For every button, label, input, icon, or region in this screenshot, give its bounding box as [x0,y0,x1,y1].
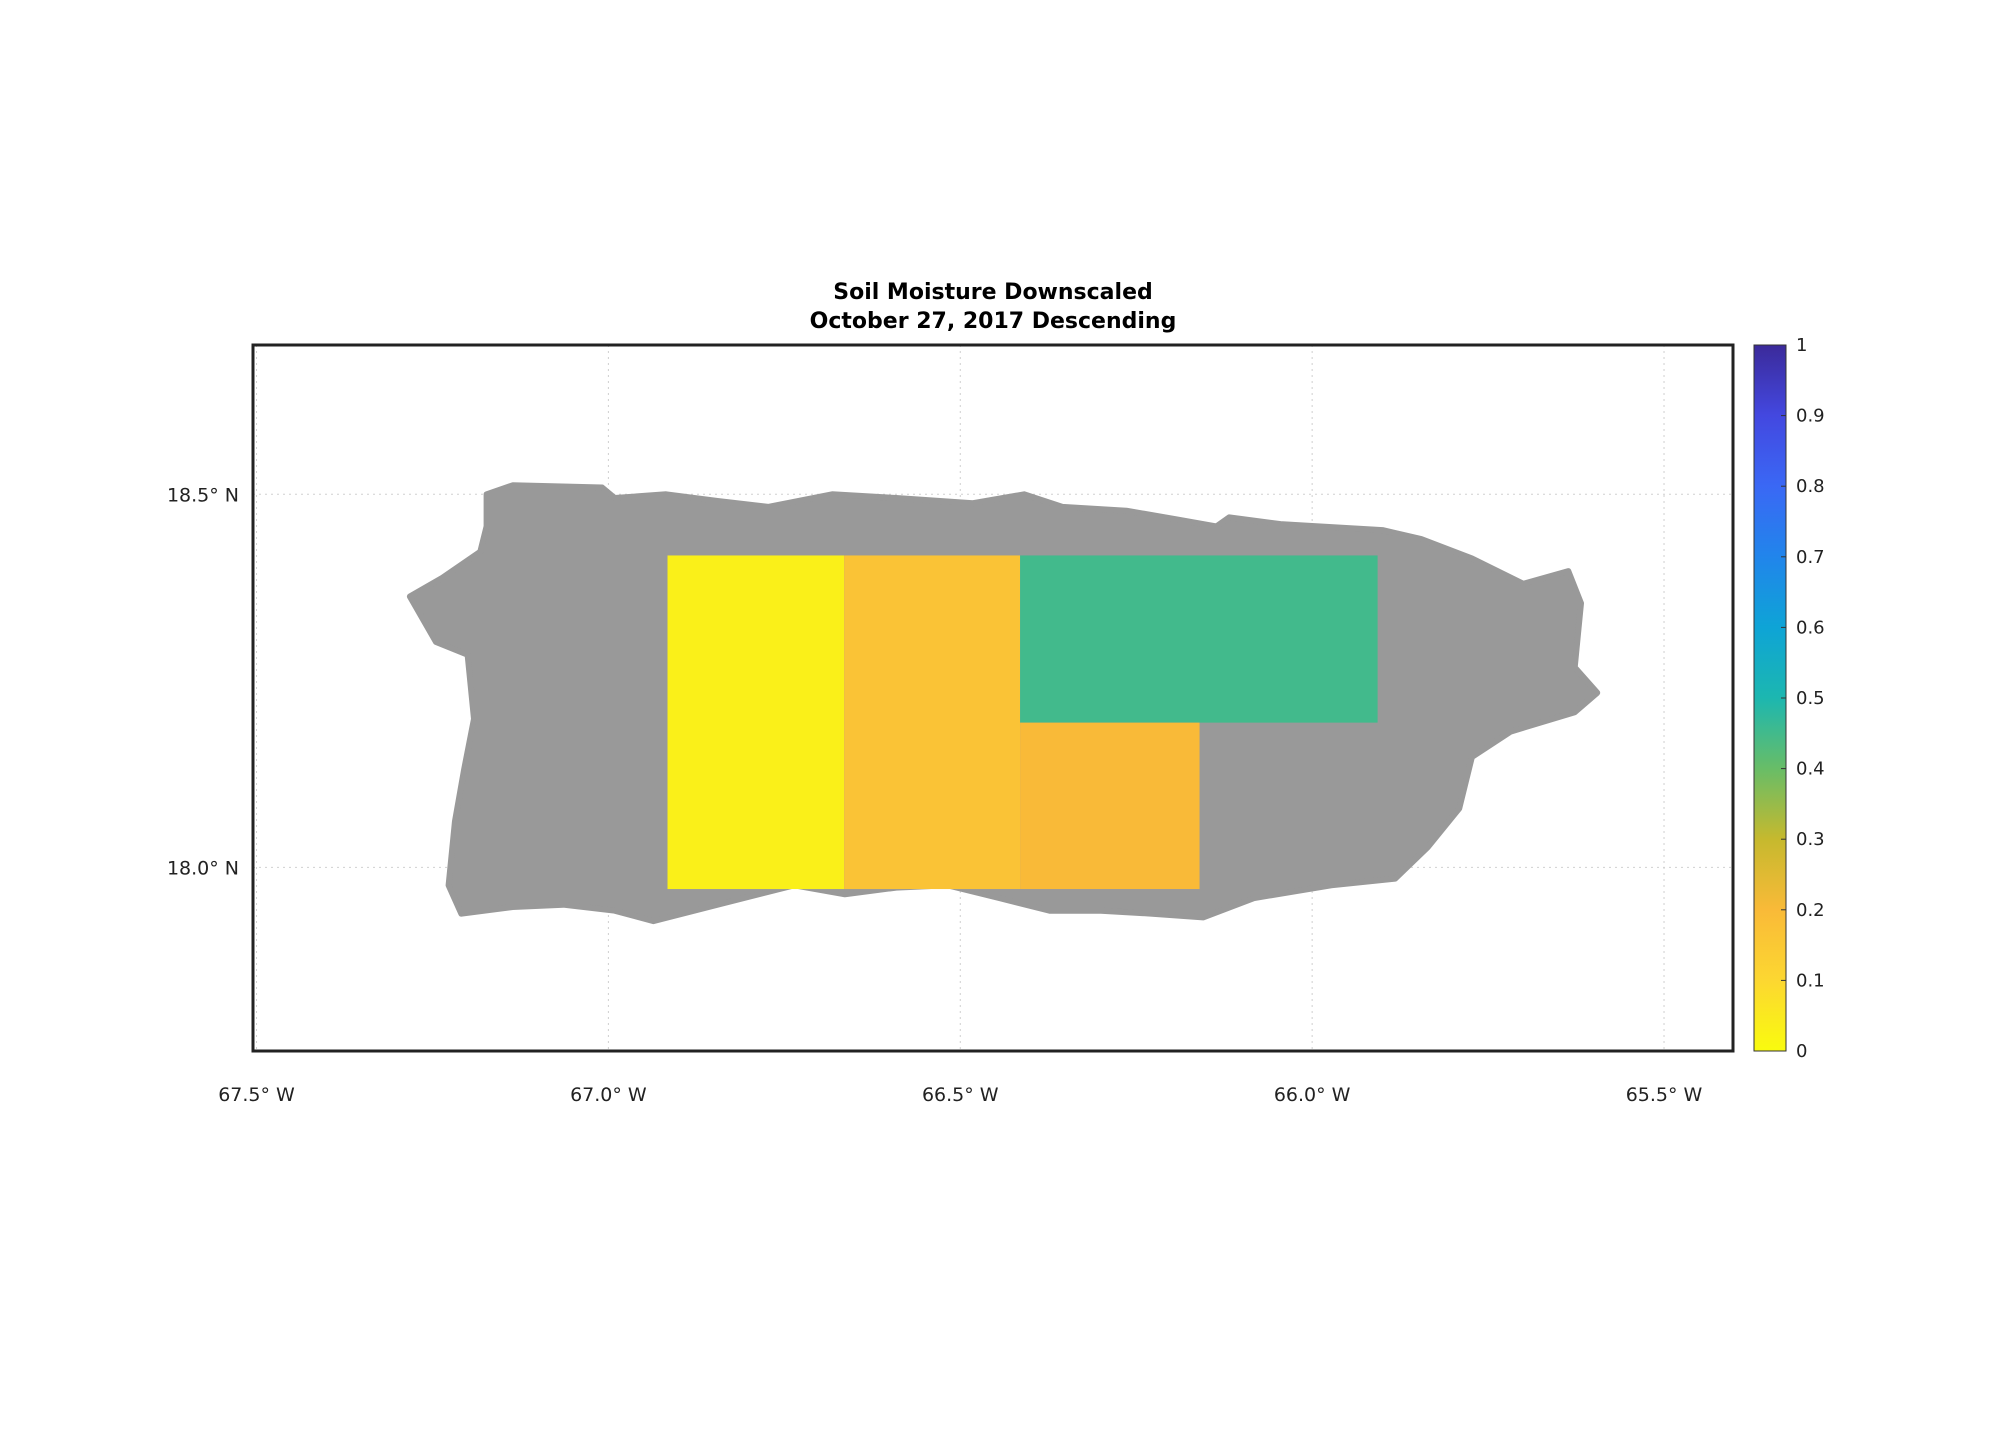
colorbar-tick-label: 0.9 [1796,406,1825,427]
colorbar-tick-label: 1 [1796,335,1807,356]
colorbar-tick-label: 0.5 [1796,688,1825,709]
x-tick-label: 67.5° W [218,1084,295,1106]
x-tick-label: 67.0° W [570,1084,647,1106]
colorbar-tick-label: 0.4 [1796,759,1825,780]
moisture-region [667,555,845,890]
chart-title: Soil Moisture Downscaled [833,280,1153,305]
colorbar-tick-label: 0.3 [1796,829,1825,850]
moisture-region [1020,555,1378,723]
x-tick-label: 65.5° W [1626,1084,1703,1106]
colorbar-tick-label: 0.8 [1796,476,1825,497]
x-tick-label: 66.0° W [1274,1084,1351,1106]
moisture-region [844,555,1021,890]
chart-subtitle: October 27, 2017 Descending [810,309,1177,334]
colorbar [1753,344,1787,1052]
x-tick-label: 66.5° W [922,1084,999,1106]
y-tick-label: 18.0° N [167,857,239,879]
plot-frame [251,343,1735,1053]
y-tick-label: 18.5° N [167,484,239,506]
colorbar-tick-label: 0.1 [1796,970,1825,991]
colorbar-tick-label: 0.7 [1796,547,1825,568]
colorbar-tick-label: 0.2 [1796,900,1825,921]
moisture-region [1020,722,1200,890]
colorbar-tick-label: 0 [1796,1041,1807,1062]
colorbar-tick-label: 0.6 [1796,617,1825,638]
